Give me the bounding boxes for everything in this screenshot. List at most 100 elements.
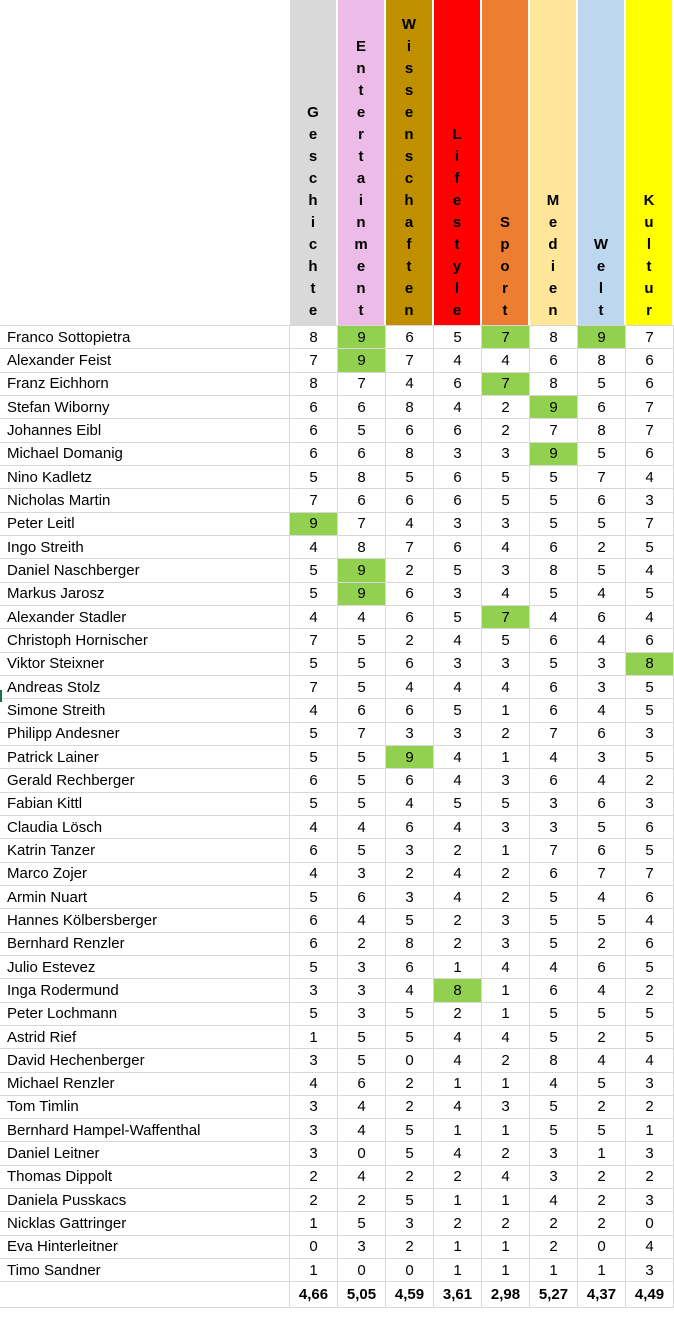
person-name-cell[interactable]: Andreas Stolz [0,675,290,699]
rating-cell-kultur[interactable]: 8 [626,652,674,675]
rating-cell-kultur[interactable]: 4 [626,1049,674,1072]
rating-cell-geschichte[interactable]: 6 [290,769,338,792]
person-name-cell[interactable]: Astrid Rief [0,1025,290,1049]
rating-cell-entertainment[interactable]: 5 [338,745,386,769]
rating-cell-medien[interactable]: 9 [530,442,578,465]
average-cell-lifestyle[interactable]: 3,61 [434,1282,482,1308]
rating-cell-medien[interactable]: 5 [530,1025,578,1049]
rating-cell-geschichte[interactable]: 7 [290,675,338,699]
rating-cell-geschichte[interactable]: 7 [290,489,338,512]
rating-cell-geschichte[interactable]: 4 [290,535,338,559]
rating-cell-sport[interactable]: 4 [482,675,530,699]
rating-cell-entertainment[interactable]: 4 [338,909,386,932]
rating-cell-entertainment[interactable]: 4 [338,1165,386,1189]
rating-cell-geschichte[interactable]: 7 [290,629,338,652]
rating-cell-medien[interactable]: 5 [530,652,578,675]
rating-cell-kultur[interactable]: 1 [626,1119,674,1142]
rating-cell-sport[interactable]: 5 [482,792,530,815]
rating-cell-kultur[interactable]: 6 [626,629,674,652]
rating-cell-kultur[interactable]: 5 [626,1002,674,1025]
rating-cell-medien[interactable]: 6 [530,769,578,792]
rating-cell-medien[interactable]: 5 [530,1119,578,1142]
rating-cell-geschichte[interactable]: 6 [290,395,338,419]
rating-cell-lifestyle[interactable]: 2 [434,1002,482,1025]
rating-cell-welt[interactable]: 5 [578,512,626,535]
rating-cell-sport[interactable]: 5 [482,465,530,489]
rating-cell-entertainment[interactable]: 6 [338,442,386,465]
rating-cell-welt[interactable]: 6 [578,395,626,419]
rating-cell-kultur[interactable]: 5 [626,1025,674,1049]
person-name-cell[interactable]: Alexander Stadler [0,605,290,629]
person-name-cell[interactable]: Nicholas Martin [0,489,290,512]
rating-cell-medien[interactable]: 6 [530,699,578,722]
rating-cell-lifestyle[interactable]: 1 [434,1072,482,1095]
rating-cell-kultur[interactable]: 5 [626,839,674,862]
rating-cell-geschichte[interactable]: 5 [290,465,338,489]
rating-cell-geschichte[interactable]: 1 [290,1259,338,1282]
average-cell-medien[interactable]: 5,27 [530,1282,578,1308]
rating-cell-welt[interactable]: 5 [578,559,626,582]
rating-cell-entertainment[interactable]: 9 [338,559,386,582]
rating-cell-wissenschaften[interactable]: 6 [386,605,434,629]
rating-cell-entertainment[interactable]: 5 [338,419,386,442]
rating-cell-geschichte[interactable]: 8 [290,326,338,349]
rating-cell-kultur[interactable]: 0 [626,1212,674,1235]
rating-cell-sport[interactable]: 4 [482,582,530,605]
rating-cell-geschichte[interactable]: 4 [290,862,338,885]
rating-cell-sport[interactable]: 1 [482,699,530,722]
rating-cell-welt[interactable]: 4 [578,885,626,909]
person-name-cell[interactable]: Claudia Lösch [0,815,290,839]
rating-cell-lifestyle[interactable]: 1 [434,1189,482,1212]
rating-cell-medien[interactable]: 4 [530,1072,578,1095]
rating-cell-wissenschaften[interactable]: 2 [386,1165,434,1189]
rating-cell-kultur[interactable]: 7 [626,395,674,419]
rating-cell-entertainment[interactable]: 9 [338,582,386,605]
rating-cell-wissenschaften[interactable]: 3 [386,722,434,745]
rating-cell-medien[interactable]: 6 [530,862,578,885]
rating-cell-wissenschaften[interactable]: 6 [386,582,434,605]
rating-cell-geschichte[interactable]: 1 [290,1212,338,1235]
rating-cell-welt[interactable]: 9 [578,326,626,349]
rating-cell-medien[interactable]: 3 [530,815,578,839]
rating-cell-welt[interactable]: 2 [578,1212,626,1235]
rating-cell-entertainment[interactable]: 5 [338,675,386,699]
rating-cell-medien[interactable]: 8 [530,372,578,395]
rating-cell-sport[interactable]: 3 [482,512,530,535]
rating-cell-lifestyle[interactable]: 3 [434,652,482,675]
rating-cell-kultur[interactable]: 3 [626,1142,674,1165]
person-name-cell[interactable]: Daniel Leitner [0,1142,290,1165]
rating-cell-geschichte[interactable]: 3 [290,1119,338,1142]
rating-cell-wissenschaften[interactable]: 4 [386,512,434,535]
rating-cell-welt[interactable]: 5 [578,1119,626,1142]
rating-cell-wissenschaften[interactable]: 7 [386,535,434,559]
rating-cell-kultur[interactable]: 6 [626,442,674,465]
rating-cell-kultur[interactable]: 5 [626,955,674,979]
rating-cell-kultur[interactable]: 2 [626,1165,674,1189]
rating-cell-medien[interactable]: 1 [530,1259,578,1282]
rating-cell-medien[interactable]: 5 [530,1002,578,1025]
person-name-cell[interactable]: Peter Lochmann [0,1002,290,1025]
rating-cell-kultur[interactable]: 5 [626,699,674,722]
rating-cell-medien[interactable]: 4 [530,605,578,629]
rating-cell-wissenschaften[interactable]: 5 [386,1025,434,1049]
rating-cell-sport[interactable]: 1 [482,1259,530,1282]
rating-cell-welt[interactable]: 5 [578,372,626,395]
rating-cell-welt[interactable]: 5 [578,909,626,932]
rating-cell-geschichte[interactable]: 5 [290,559,338,582]
rating-cell-kultur[interactable]: 3 [626,792,674,815]
rating-cell-welt[interactable]: 4 [578,629,626,652]
rating-cell-kultur[interactable]: 3 [626,722,674,745]
rating-cell-kultur[interactable]: 6 [626,372,674,395]
rating-cell-kultur[interactable]: 4 [626,909,674,932]
rating-cell-geschichte[interactable]: 5 [290,792,338,815]
rating-cell-wissenschaften[interactable]: 4 [386,979,434,1002]
rating-cell-geschichte[interactable]: 6 [290,419,338,442]
rating-cell-kultur[interactable]: 4 [626,1235,674,1259]
rating-cell-geschichte[interactable]: 7 [290,349,338,372]
rating-cell-entertainment[interactable]: 0 [338,1259,386,1282]
rating-cell-welt[interactable]: 8 [578,349,626,372]
rating-cell-kultur[interactable]: 2 [626,769,674,792]
average-cell-wissenschaften[interactable]: 4,59 [386,1282,434,1308]
